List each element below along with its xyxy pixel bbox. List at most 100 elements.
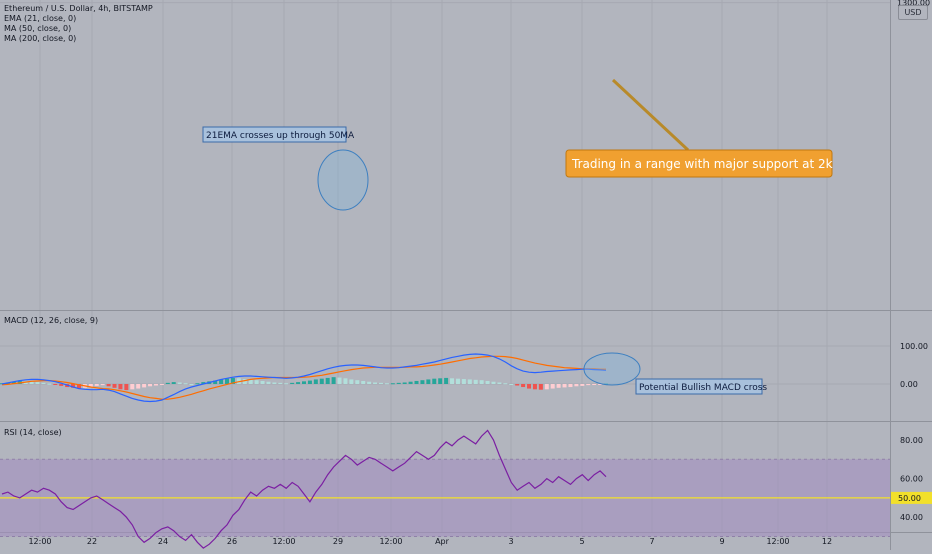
macd-histogram-bar: [88, 384, 93, 388]
range-callout-box: [565, 149, 833, 178]
macd-histogram-bar: [331, 377, 336, 384]
macd-histogram-bar: [420, 380, 425, 384]
ema-cross-highlight-ellipse: [317, 149, 369, 211]
macd-histogram-bar: [106, 384, 111, 387]
legend-ma200[interactable]: MA (200, close, 0): [4, 34, 77, 43]
macd-histogram-bar: [568, 384, 573, 388]
macd-histogram-bar: [213, 380, 218, 384]
macd-histogram-bar: [254, 380, 259, 384]
macd-histogram-bar: [195, 383, 200, 385]
macd-histogram-bar: [450, 378, 455, 384]
macd-histogram-bar: [461, 379, 466, 384]
time-tick-label: 24: [158, 537, 168, 546]
macd-histogram-bar: [177, 382, 182, 384]
legend-ma50[interactable]: MA (50, close, 0): [4, 24, 72, 33]
ema-cross-callout-box: [202, 126, 347, 143]
rsi-mid-label: 50.00: [898, 494, 921, 503]
macd-histogram-bar: [76, 384, 81, 389]
macd-tick-label: 100.00: [900, 342, 928, 351]
macd-histogram-bar: [319, 378, 324, 384]
macd-histogram-bar: [260, 380, 265, 384]
macd-histogram-bar: [390, 383, 395, 385]
macd-histogram-bar: [53, 384, 58, 385]
macd-histogram-bar: [148, 384, 153, 387]
range-callout-arrow: [611, 78, 690, 152]
macd-legend[interactable]: MACD (12, 26, close, 9): [4, 316, 99, 325]
macd-histogram-bar: [503, 383, 508, 385]
legend-ema[interactable]: EMA (21, close, 0): [4, 14, 77, 23]
macd-histogram-bar: [438, 378, 443, 384]
macd-histogram-bar: [408, 381, 413, 384]
macd-histogram-bar: [586, 384, 591, 386]
macd-histogram-bar: [278, 382, 283, 384]
macd-histogram-bar: [284, 383, 289, 385]
macd-histogram-bar: [266, 381, 271, 384]
macd-histogram-bar: [296, 382, 301, 384]
macd-histogram-bar: [562, 384, 567, 388]
time-tick-label: 12:00: [379, 537, 402, 546]
macd-histogram-bar: [230, 377, 235, 384]
macd-histogram-bar: [367, 381, 372, 384]
macd-histogram-bar: [580, 384, 585, 386]
macd-histogram-bar: [219, 379, 224, 384]
macd-histogram-bar: [426, 379, 431, 384]
macd-histogram-bar: [521, 384, 526, 388]
macd-signal-line: [1, 355, 606, 400]
time-tick-label: 9: [719, 537, 724, 546]
macd-histogram-bar: [307, 380, 312, 384]
time-tick-label: 29: [333, 537, 343, 546]
macd-histogram-bar: [153, 384, 158, 386]
time-tick-label: 12:00: [28, 537, 51, 546]
macd-histogram-bar: [11, 381, 16, 384]
macd-histogram-bar: [550, 384, 555, 389]
rsi-tick-label: 80.00: [900, 436, 923, 445]
range-callout-text: Trading in a range with major support at…: [571, 157, 833, 171]
macd-histogram-bar: [302, 381, 306, 384]
macd-histogram-bar: [248, 379, 253, 384]
macd-line: [1, 353, 607, 403]
macd-histogram-bar: [290, 382, 295, 384]
macd-histogram-bar: [497, 382, 502, 384]
macd-tick-label: 0.00: [900, 380, 918, 389]
currency-button[interactable]: USD: [898, 5, 928, 20]
rsi-legend[interactable]: RSI (14, close): [4, 428, 62, 437]
time-tick-label: 3: [508, 537, 513, 546]
macd-histogram-bar: [242, 379, 247, 384]
macd-histogram-bar: [35, 382, 40, 384]
symbol-title[interactable]: Ethereum / U.S. Dollar, 4h, BITSTAMP: [4, 4, 153, 13]
macd-histogram-bar: [29, 381, 34, 384]
macd-histogram-bar: [225, 378, 230, 384]
macd-histogram-bar: [59, 384, 64, 386]
macd-histogram-bar: [479, 380, 484, 384]
time-tick-label: 12: [822, 537, 832, 546]
macd-histogram-bar: [142, 384, 147, 388]
macd-histogram-bar: [455, 378, 460, 384]
macd-histogram-bar: [396, 382, 401, 384]
macd-histogram-bar: [527, 384, 532, 389]
price-tick-label: 1300.00: [897, 0, 930, 8]
macd-histogram-bar: [337, 377, 342, 384]
macd-histogram-bar: [544, 384, 549, 390]
rsi-tick-label: 60.00: [900, 475, 923, 484]
macd-histogram-bar: [47, 383, 52, 385]
macd-histogram-bar: [343, 378, 348, 384]
time-tick-label: 22: [87, 537, 97, 546]
macd-histogram-bar: [183, 383, 188, 385]
time-tick-label: 12:00: [766, 537, 789, 546]
macd-histogram-bar: [373, 382, 378, 384]
time-tick-label: 5: [579, 537, 584, 546]
macd-histogram-bar: [313, 379, 318, 384]
macd-histogram-bar: [325, 377, 330, 384]
macd-callout-box: [635, 378, 763, 395]
macd-histogram-bar: [432, 378, 437, 384]
macd-histogram-bar: [485, 380, 490, 384]
macd-histogram-bar: [473, 379, 478, 384]
rsi-line: [1, 429, 607, 549]
symbol-legend: Ethereum / U.S. Dollar, 4h, BITSTAMP EMA…: [4, 4, 153, 44]
macd-cross-highlight-ellipse: [583, 352, 641, 386]
macd-histogram-bar: [532, 384, 537, 390]
macd-histogram-bar: [515, 384, 520, 386]
macd-histogram-bar: [272, 382, 277, 384]
